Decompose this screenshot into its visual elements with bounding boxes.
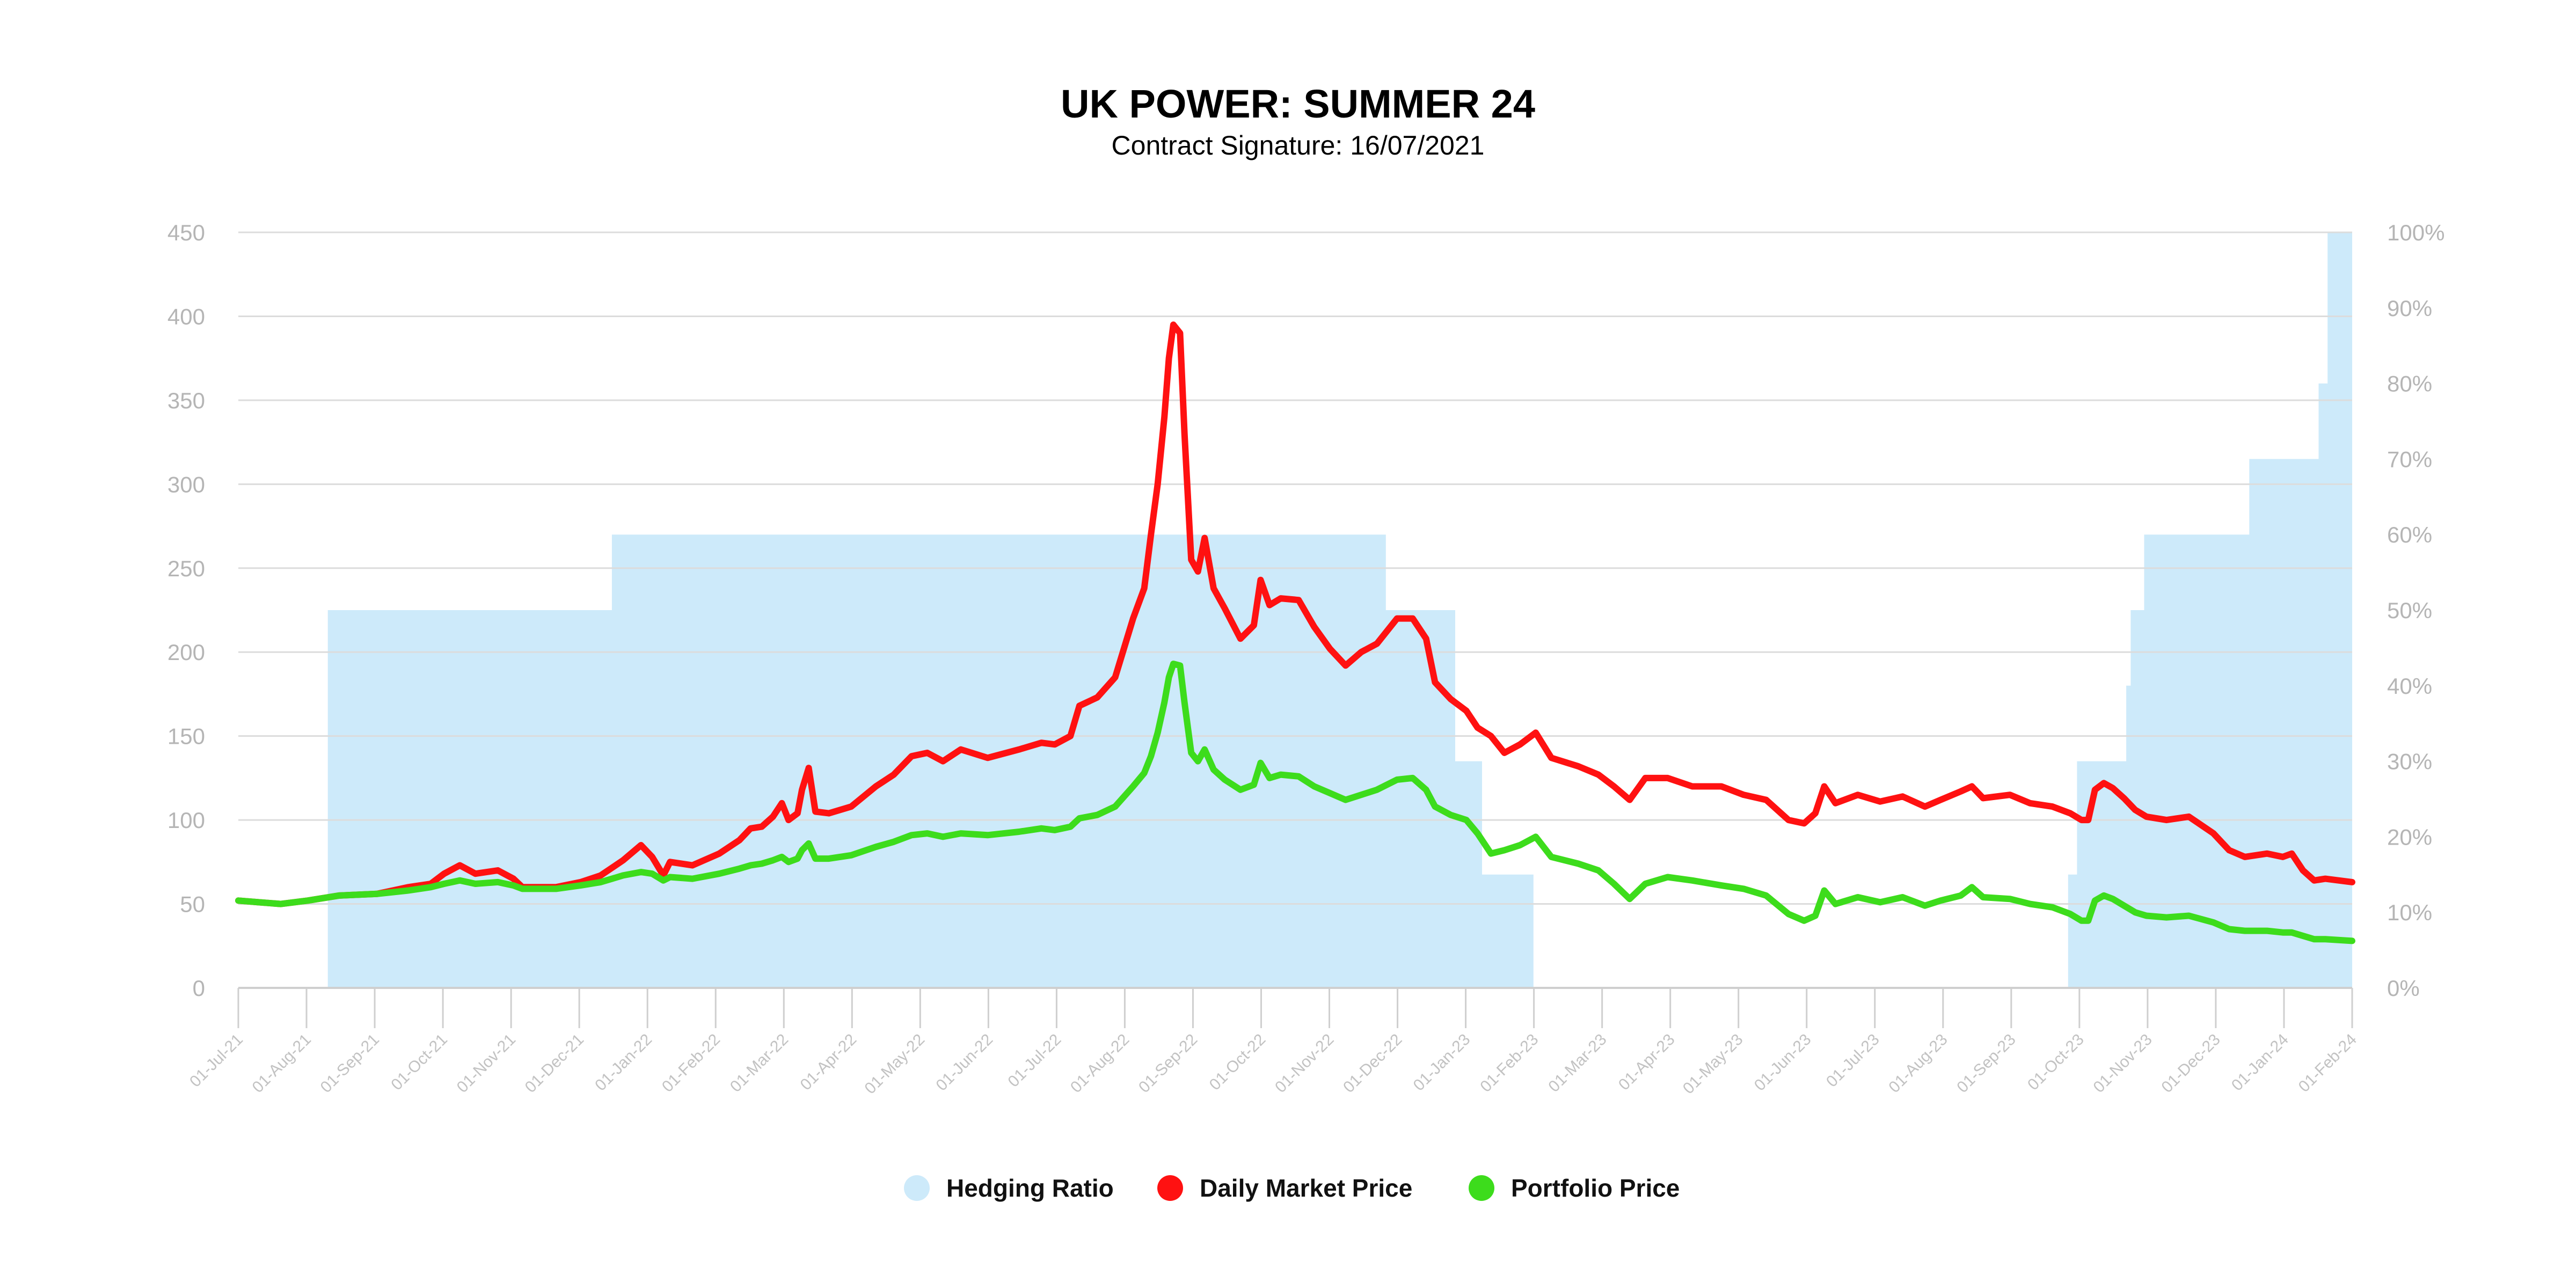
x-tick-label: 01-Jan-22 [592,1031,655,1095]
hedging-ratio-area [238,232,2352,988]
y-left-tick-label: 200 [167,640,205,665]
x-tick-label: 01-Sep-22 [1135,1031,1201,1096]
x-tick-label: 01-May-22 [862,1031,929,1098]
x-tick-label: 01-Mar-22 [727,1031,792,1096]
x-tick-label: 01-Dec-22 [1340,1031,1405,1096]
x-tick-label: 01-Sep-21 [317,1031,383,1096]
y-left-tick-label: 250 [167,556,205,581]
x-tick-label: 01-Nov-22 [1272,1031,1337,1096]
x-tick-label: 01-Aug-22 [1067,1031,1133,1096]
y-left-tick-label: 100 [167,808,205,833]
legend-swatch-icon [904,1175,930,1201]
x-tick-label: 01-Aug-23 [1885,1031,1951,1096]
y-left-tick-label: 300 [167,472,205,497]
x-tick-label: 01-Jun-22 [932,1031,996,1095]
legend-swatch-icon [1469,1175,1494,1201]
y-right-tick-label: 100% [2387,220,2444,245]
y-left-tick-label: 400 [167,304,205,329]
x-tick-label: 01-Jul-23 [1823,1031,1883,1091]
y-right-tick-label: 10% [2387,900,2432,925]
legend-label: Portfolio Price [1511,1174,1680,1202]
legend-item-hedging-ratio[interactable]: Hedging Ratio [904,1174,1114,1202]
x-tick-label: 01-Dec-21 [522,1031,587,1096]
x-tick-label: 01-Apr-22 [797,1031,860,1094]
y-left-tick-label: 50 [180,892,205,917]
x-tick-label: 01-Jul-21 [186,1031,246,1091]
y-right-tick-label: 90% [2387,296,2432,321]
y-right-tick-label: 20% [2387,824,2432,849]
x-tick-label: 01-Oct-23 [2024,1031,2088,1094]
x-tick-label: 01-Apr-23 [1615,1031,1679,1094]
y-right-tick-label: 30% [2387,749,2432,774]
x-tick-label: 01-May-23 [1680,1031,1747,1098]
legend-label: Hedging Ratio [946,1174,1114,1202]
x-tick-label: 01-Sep-23 [1953,1031,2019,1096]
y-right-tick-label: 60% [2387,522,2432,547]
y-right-tick-label: 70% [2387,446,2432,472]
y-right-tick-label: 80% [2387,371,2432,397]
daily-market-price-line [235,321,2355,907]
x-tick-label: 01-Jan-23 [1410,1031,1474,1095]
legend-item-portfolio-price[interactable]: Portfolio Price [1469,1174,1680,1202]
price-lines-layer [235,321,2355,944]
x-tick-label: 01-Oct-21 [388,1031,451,1094]
y-right-tick-label: 0% [2387,976,2420,1001]
x-tick-label: 01-Jan-24 [2228,1031,2292,1095]
x-tick-label: 01-Jul-22 [1005,1031,1065,1091]
x-tick-label: 01-Feb-24 [2295,1031,2360,1096]
y-left-tick-label: 0 [193,976,205,1001]
x-tick-label: 01-Mar-23 [1545,1031,1610,1096]
legend-item-daily-market-price[interactable]: Daily Market Price [1157,1174,1412,1202]
hedging-ratio-layer [238,232,2352,988]
x-tick-label: 01-Feb-23 [1477,1031,1542,1096]
gridlines [238,231,2352,989]
legend-label: Daily Market Price [1200,1174,1412,1202]
x-tick-label: 01-Nov-23 [2090,1031,2155,1096]
y-right-tick-label: 40% [2387,673,2432,699]
x-tick-label: 01-Oct-22 [1206,1031,1269,1094]
x-tick-label: 01-Jun-23 [1751,1031,1815,1095]
x-tick-label: 01-Aug-21 [249,1031,315,1096]
y-left-tick-label: 450 [167,220,205,245]
chart-title: UK POWER: SUMMER 24 [1061,82,1535,126]
portfolio-price-line [235,661,2355,944]
y-left-tick-label: 350 [167,388,205,413]
x-tick-label: 01-Nov-21 [454,1031,519,1096]
legend: Hedging Ratio Daily Market Price Portfolio… [904,1174,1680,1202]
legend-swatch-icon [1157,1175,1183,1201]
chart-subtitle: Contract Signature: 16/07/2021 [1112,130,1485,160]
y-right-tick-label: 50% [2387,598,2432,623]
y-left-tick-label: 150 [167,724,205,749]
x-tick-label: 01-Dec-23 [2158,1031,2224,1096]
x-tick-label: 01-Feb-22 [659,1031,724,1096]
